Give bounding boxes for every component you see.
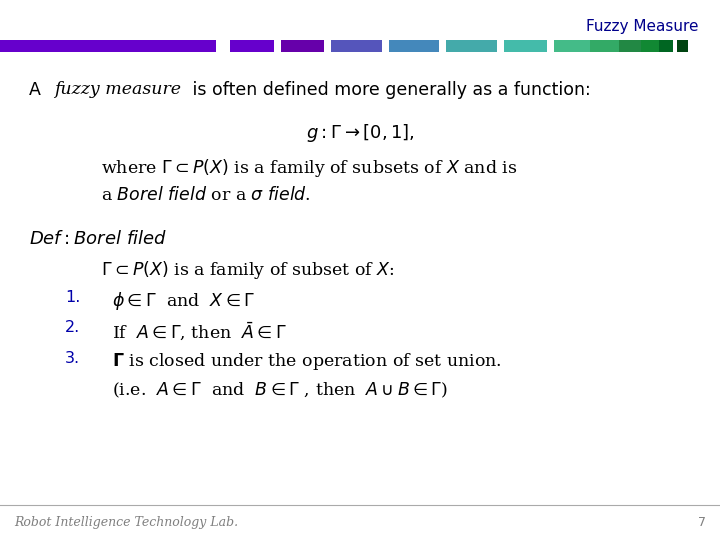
Text: $\mathbf{\Gamma}$ is closed under the operation of set union.: $\mathbf{\Gamma}$ is closed under the op… bbox=[112, 351, 501, 372]
FancyBboxPatch shape bbox=[554, 40, 590, 52]
Text: where $\Gamma\subset P(X)$ is a family of subsets of $X$ and is: where $\Gamma\subset P(X)$ is a family o… bbox=[101, 157, 517, 179]
Text: Fuzzy Measure: Fuzzy Measure bbox=[586, 19, 698, 34]
Text: (i.e.  $A\in\Gamma$  and  $B\in\Gamma$ , then  $A\cup B\in\Gamma$): (i.e. $A\in\Gamma$ and $B\in\Gamma$ , th… bbox=[112, 381, 448, 400]
Text: fuzzy measure: fuzzy measure bbox=[54, 81, 181, 98]
FancyBboxPatch shape bbox=[641, 40, 659, 52]
FancyBboxPatch shape bbox=[281, 40, 324, 52]
Text: If  $A\in\Gamma$, then  $\bar{A}\in\Gamma$: If $A\in\Gamma$, then $\bar{A}\in\Gamma$ bbox=[112, 320, 287, 342]
FancyBboxPatch shape bbox=[389, 40, 439, 52]
Text: a $\mathit{Borel\ field}$ or a $\sigma$ $\mathit{field}$.: a $\mathit{Borel\ field}$ or a $\sigma$ … bbox=[101, 186, 310, 204]
FancyBboxPatch shape bbox=[230, 40, 274, 52]
Text: $\mathit{Def: Borel\ filed}$: $\mathit{Def: Borel\ filed}$ bbox=[29, 230, 167, 247]
FancyBboxPatch shape bbox=[0, 40, 216, 52]
FancyBboxPatch shape bbox=[590, 40, 619, 52]
Text: is often defined more generally as a function:: is often defined more generally as a fun… bbox=[187, 81, 591, 99]
FancyBboxPatch shape bbox=[619, 40, 641, 52]
FancyBboxPatch shape bbox=[677, 40, 688, 52]
FancyBboxPatch shape bbox=[331, 40, 382, 52]
FancyBboxPatch shape bbox=[504, 40, 547, 52]
FancyBboxPatch shape bbox=[659, 40, 673, 52]
Text: $g:\Gamma\rightarrow[0,1],$: $g:\Gamma\rightarrow[0,1],$ bbox=[305, 122, 415, 144]
Text: 7: 7 bbox=[698, 516, 706, 529]
Text: Robot Intelligence Technology Lab.: Robot Intelligence Technology Lab. bbox=[14, 516, 238, 529]
Text: 2.: 2. bbox=[65, 320, 80, 335]
Text: A: A bbox=[29, 81, 46, 99]
Text: $\Gamma\subset P(X)$ is a family of subset of $X$:: $\Gamma\subset P(X)$ is a family of subs… bbox=[101, 259, 395, 281]
Text: 1.: 1. bbox=[65, 290, 80, 305]
Text: 3.: 3. bbox=[65, 351, 80, 366]
Text: $\phi\in\Gamma$  and  $X\in\Gamma$: $\phi\in\Gamma$ and $X\in\Gamma$ bbox=[112, 290, 255, 312]
FancyBboxPatch shape bbox=[446, 40, 497, 52]
